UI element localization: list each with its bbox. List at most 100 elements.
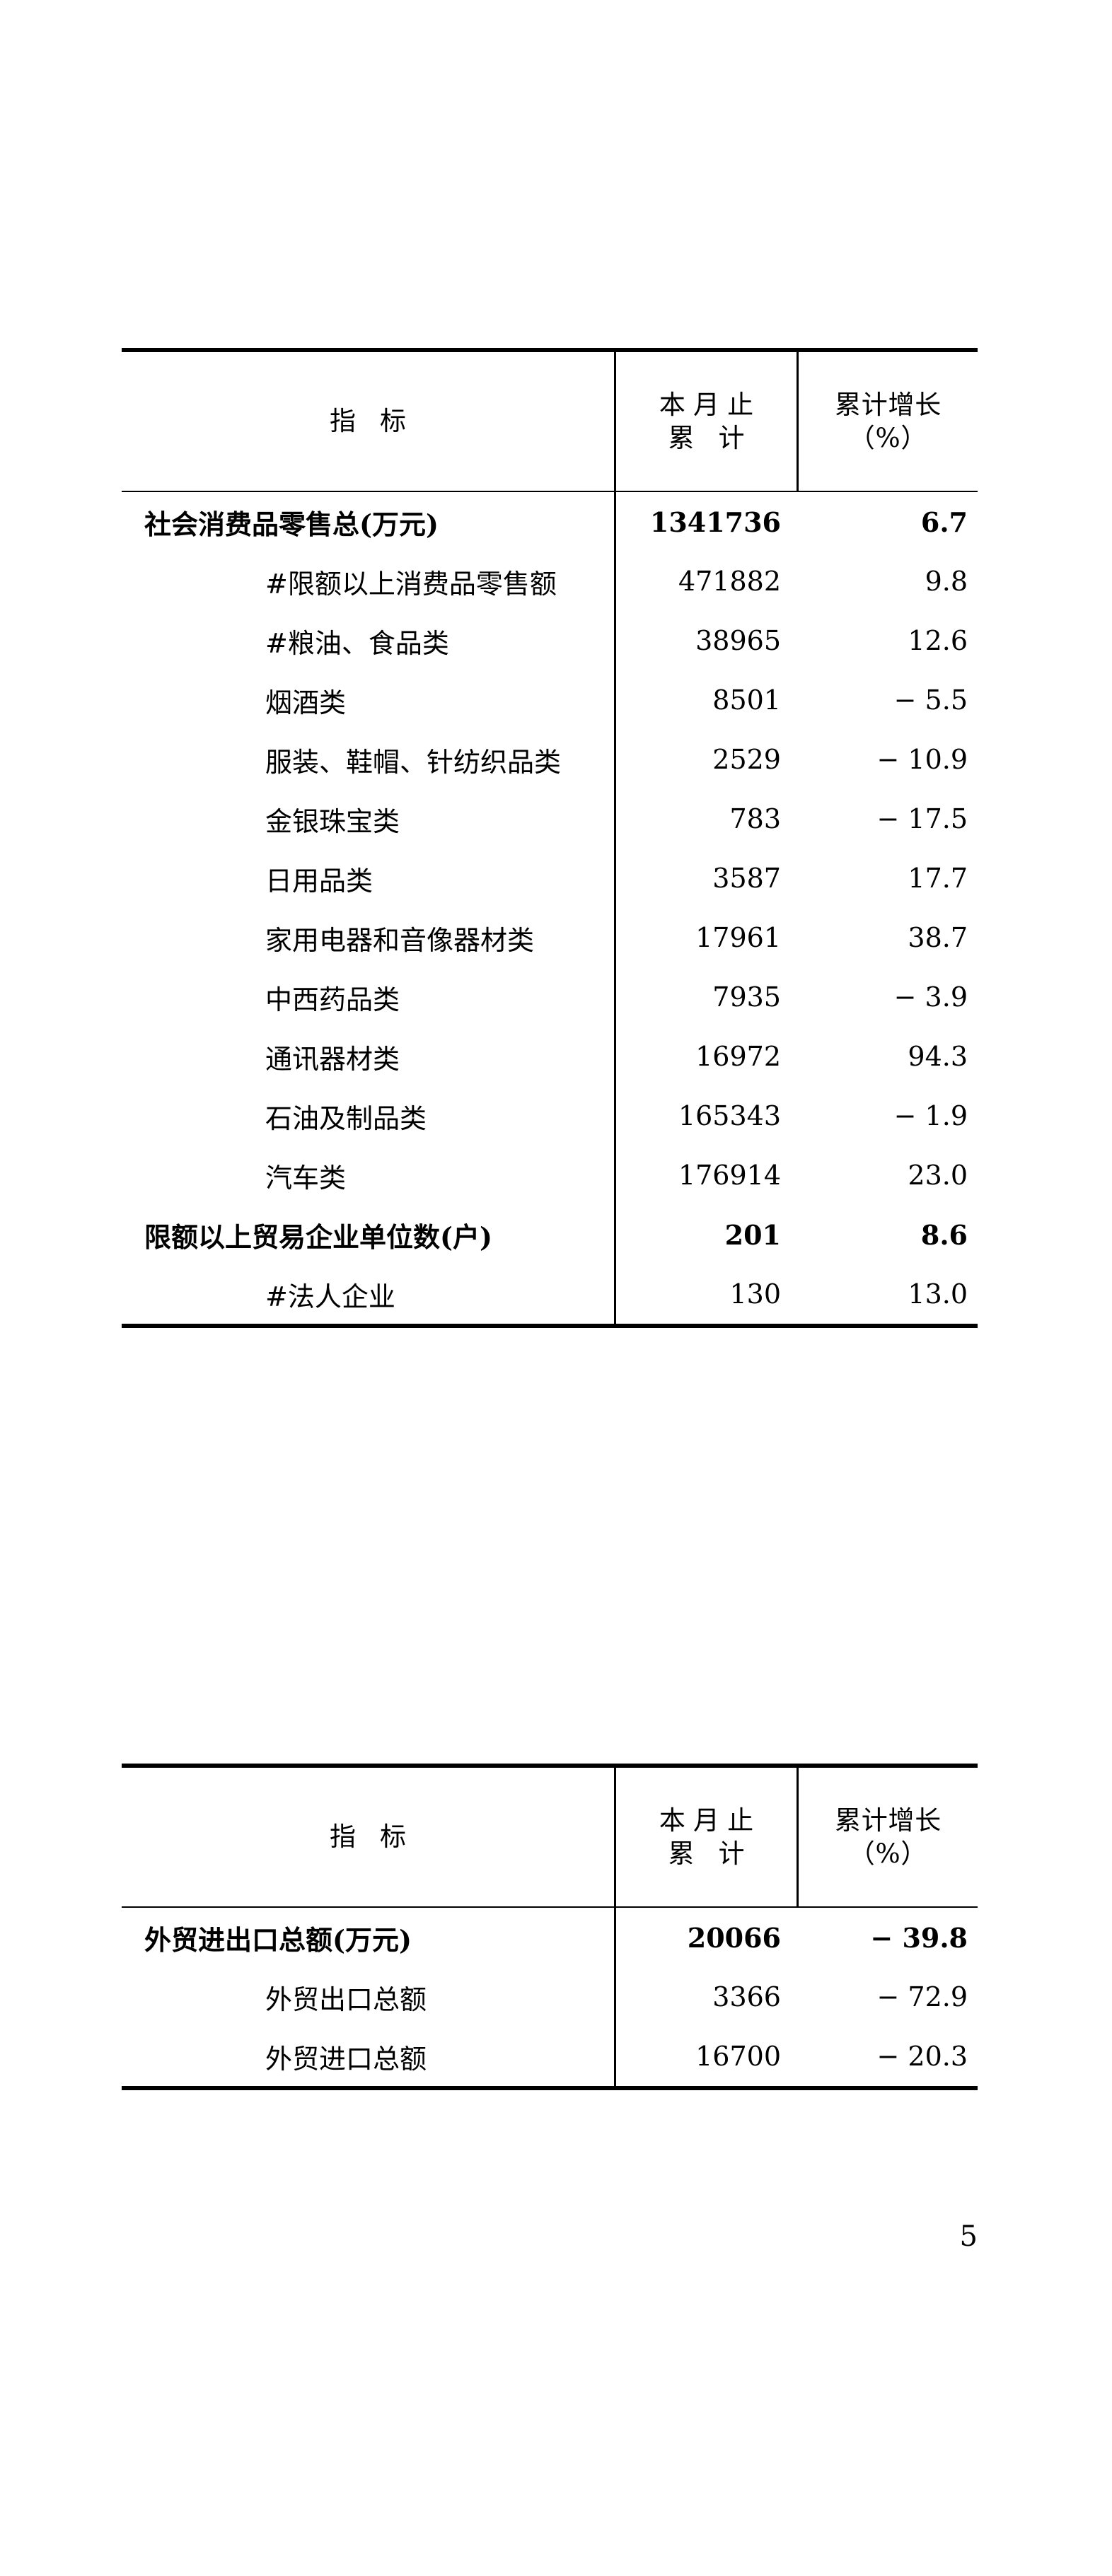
retail-statistics-table: 指 标 本月止 累 计 累计增长 （%） 社会消费品零售总(万元) 1341736… <box>122 348 978 1328</box>
row-indicator-label: 金银珠宝类 <box>265 805 400 837</box>
header-growth-line2: （%） <box>848 423 928 453</box>
row-indicator-label: 外贸进出口总额(万元) <box>144 1923 412 1956</box>
row-growth-value: 38.7 <box>908 922 968 953</box>
row-growth-value: 23.0 <box>908 1160 968 1191</box>
row-cumulative-value: 3366 <box>712 1981 781 2012</box>
row-growth-value: 12.6 <box>908 625 968 656</box>
foreign-trade-statistics-table: 指 标 本月止 累 计 累计增长 （%） 外贸进出口总额(万元) 20066 − 3… <box>122 1764 978 2090</box>
row-cumulative-value: 201 <box>724 1218 781 1251</box>
table-row: 限额以上贸易企业单位数(户) 201 8.6 <box>122 1205 978 1264</box>
row-growth-value: − 1.9 <box>893 1100 968 1131</box>
row-growth-value: 6.7 <box>920 506 968 538</box>
row-growth-value: − 17.5 <box>876 803 968 834</box>
table-top-rule <box>122 348 978 352</box>
row-cumulative-value: 176914 <box>678 1160 781 1191</box>
row-growth-value: 17.7 <box>908 863 968 894</box>
row-growth-value: − 20.3 <box>876 2041 968 2072</box>
row-growth-value: − 10.9 <box>876 744 968 775</box>
row-growth-value: 8.6 <box>920 1218 968 1251</box>
row-indicator-label: 日用品类 <box>265 865 373 897</box>
row-indicator-label: 汽车类 <box>265 1162 347 1194</box>
column-divider-main <box>614 352 616 1324</box>
row-cumulative-value: 8501 <box>712 684 781 716</box>
table-bottom-rule <box>122 1324 978 1328</box>
row-indicator-label: 通讯器材类 <box>265 1043 400 1075</box>
table-row: 外贸进口总额 16700 − 20.3 <box>122 2027 978 2086</box>
table-rows: 外贸进出口总额(万元) 20066− 39.8 外贸出口总额 3366− 72.9 外贸… <box>122 1908 978 2086</box>
table-body: 指 标 本月止 累 计 累计增长 （%） 社会消费品零售总(万元) 1341736… <box>122 352 978 1324</box>
row-growth-value: 13.0 <box>908 1278 968 1310</box>
table-bottom-rule <box>122 2086 978 2090</box>
row-indicator-label: 服装、鞋帽、针纺织品类 <box>265 746 562 778</box>
header-indicator-label: 指 标 <box>330 1822 415 1853</box>
row-cumulative-value: 17961 <box>695 922 781 953</box>
row-indicator-label: 石油及制品类 <box>265 1102 427 1134</box>
header-bottom-rule <box>122 1906 978 1908</box>
row-cumulative-value: 471882 <box>678 566 781 597</box>
row-cumulative-value: 7935 <box>712 981 781 1013</box>
table-row: 石油及制品类 165343 − 1.9 <box>122 1086 978 1146</box>
header-growth-line1: 累计增长 <box>835 1805 942 1836</box>
row-cumulative-value: 2529 <box>712 744 781 775</box>
row-cumulative-value: 16972 <box>695 1041 781 1072</box>
table-row: 金银珠宝类 783 − 17.5 <box>122 789 978 849</box>
row-growth-value: − 39.8 <box>870 1921 968 1954</box>
header-growth-line1: 累计增长 <box>835 389 942 420</box>
table-row: #限额以上消费品零售额 471882 9.8 <box>122 552 978 611</box>
header-cumulative-line1: 本月止 <box>659 389 762 420</box>
row-cumulative-value: 783 <box>729 803 781 834</box>
table-header-row: 指 标 本月止 累 计 累计增长 （%） <box>122 1768 978 1906</box>
table-row: 家用电器和音像器材类 17961 38.7 <box>122 908 978 967</box>
row-cumulative-value: 38965 <box>695 625 781 656</box>
header-growth-line2: （%） <box>848 1838 928 1869</box>
row-growth-value: − 3.9 <box>893 981 968 1013</box>
header-cell-cumulative: 本月止 累 计 <box>616 1768 797 1906</box>
table-row: #法人企业 130 13.0 <box>122 1264 978 1324</box>
table-rows: 社会消费品零售总(万元) 1341736 6.7 #限额以上消费品零售额 471882 9… <box>122 492 978 1324</box>
row-indicator-label: 外贸出口总额 <box>265 1983 427 2015</box>
table-top-rule <box>122 1764 978 1768</box>
header-bottom-rule <box>122 491 978 492</box>
row-cumulative-value: 130 <box>729 1278 781 1310</box>
table-body: 指 标 本月止 累 计 累计增长 （%） 外贸进出口总额(万元) 20066 − 3… <box>122 1768 978 2086</box>
table-row: 汽车类 176914 23.0 <box>122 1146 978 1205</box>
header-cumulative-line2: 累 计 <box>668 1838 753 1869</box>
row-cumulative-value: 3587 <box>712 863 781 894</box>
row-cumulative-value: 165343 <box>678 1100 781 1131</box>
row-indicator-label: 烟酒类 <box>265 687 347 718</box>
row-indicator-label: 社会消费品零售总(万元) <box>144 508 439 540</box>
table-row: 中西药品类 7935 − 3.9 <box>122 967 978 1027</box>
row-indicator-label: 中西药品类 <box>265 984 400 1015</box>
table-row: #粮油、食品类 38965 12.6 <box>122 611 978 670</box>
row-growth-value: 9.8 <box>925 566 968 597</box>
header-cumulative-line2: 累 计 <box>668 423 753 453</box>
row-indicator-label: #法人企业 <box>265 1281 395 1312</box>
row-indicator-label: #粮油、食品类 <box>265 627 449 659</box>
row-cumulative-value: 20066 <box>687 1921 781 1954</box>
row-indicator-label: 外贸进口总额 <box>265 2043 427 2075</box>
row-cumulative-value: 16700 <box>695 2041 781 2072</box>
table-header-row: 指 标 本月止 累 计 累计增长 （%） <box>122 352 978 491</box>
row-growth-value: − 5.5 <box>893 684 968 716</box>
table-row: 外贸进出口总额(万元) 20066 − 39.8 <box>122 1908 978 1967</box>
header-cell-indicator: 指 标 <box>122 1768 614 1906</box>
row-growth-value: − 72.9 <box>876 1981 968 2012</box>
header-indicator-label: 指 标 <box>330 406 415 437</box>
table-row: 服装、鞋帽、针纺织品类 2529 − 10.9 <box>122 730 978 789</box>
table-row: 社会消费品零售总(万元) 1341736 6.7 <box>122 492 978 552</box>
column-divider-header <box>797 352 799 491</box>
table-row: 通讯器材类 16972 94.3 <box>122 1027 978 1086</box>
row-cumulative-value: 1341736 <box>649 506 781 538</box>
table-row: 烟酒类 8501 − 5.5 <box>122 670 978 730</box>
header-cell-growth: 累计增长 （%） <box>799 352 978 491</box>
table-row: 日用品类 3587 17.7 <box>122 849 978 908</box>
header-cell-cumulative: 本月止 累 计 <box>616 352 797 491</box>
column-divider-main <box>614 1768 616 2086</box>
header-cell-growth: 累计增长 （%） <box>799 1768 978 1906</box>
row-growth-value: 94.3 <box>908 1041 968 1072</box>
table-row: 外贸出口总额 3366 − 72.9 <box>122 1967 978 2027</box>
row-indicator-label: 家用电器和音像器材类 <box>265 924 535 956</box>
row-indicator-label: #限额以上消费品零售额 <box>265 568 557 600</box>
row-indicator-label: 限额以上贸易企业单位数(户) <box>144 1220 492 1253</box>
